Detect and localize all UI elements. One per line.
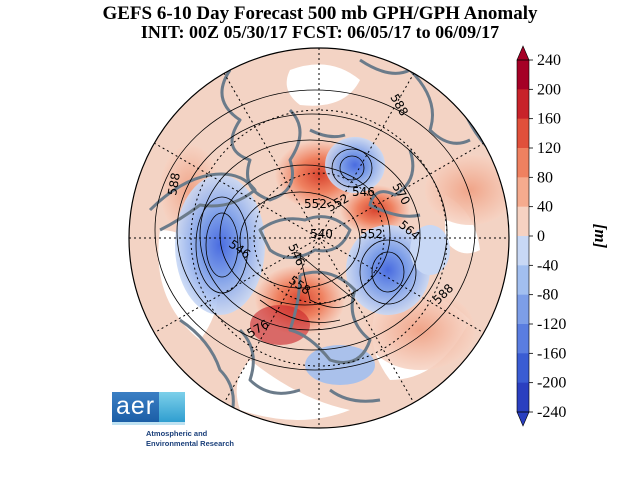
colorbar-tick-label: -40 (537, 257, 558, 274)
logo-line1: Atmospheric and (146, 429, 208, 438)
contour-label: 546 (352, 185, 375, 199)
anomaly-colorbar: 24020016012080400-40-80-120-160-200-240 … (516, 45, 610, 427)
graticule (129, 48, 509, 428)
contour-label: 588 (165, 172, 183, 197)
colorbar-swatches (516, 45, 530, 427)
contour-label: 552 (304, 197, 327, 211)
logo-accent (159, 392, 185, 422)
map-title-line2: INIT: 00Z 05/30/17 FCST: 06/05/17 to 06/… (140, 22, 500, 42)
colorbar-tick-label: 160 (537, 111, 561, 128)
height-contours (154, 89, 476, 371)
colorbar-tick-label: -160 (537, 345, 566, 362)
colorbar-segment (517, 148, 529, 178)
colorbar-segment (517, 89, 529, 120)
colorbar-tick-label: -80 (537, 287, 558, 304)
colorbar-tick-label: 0 (537, 228, 545, 245)
colorbar-unit-label: [m] (591, 224, 610, 249)
contour-label: 540 (310, 227, 333, 241)
colorbar-segment (517, 60, 529, 90)
colorbar-segment (517, 177, 529, 208)
colorbar-segment (517, 294, 529, 325)
colorbar-segment (517, 324, 529, 354)
map-boundary (128, 47, 510, 429)
colorbar-segment (517, 265, 529, 296)
logo-strip (112, 422, 185, 425)
colorbar-segment (517, 382, 529, 413)
colorbar-tick-label: -240 (537, 404, 566, 421)
colorbar-ticks: 240 200 160 120 80 40 0 -40 -80 -120 -160 -200 -240 (529, 52, 566, 421)
colorbar-segment (517, 353, 529, 384)
colorbar-tick-label: 80 (537, 169, 553, 186)
colorbar-tick-label: -120 (537, 316, 566, 333)
colorbar-tick-label: 200 (537, 81, 561, 98)
colorbar-tick-label: -200 (537, 375, 566, 392)
logo-line2: Environmental Research (146, 439, 234, 448)
contour-label: 552 (360, 227, 383, 241)
colorbar-extend-top (516, 45, 530, 61)
colorbar-tick-label: 40 (537, 199, 553, 216)
colorbar-extend-bottom (516, 411, 530, 427)
colorbar-segment (517, 118, 529, 149)
colorbar-tick-label: 240 (537, 52, 561, 69)
colorbar-segment (517, 206, 529, 237)
colorbar-segment (517, 236, 529, 266)
aer-logo: aer Atmospheric and Environmental Resear… (112, 392, 252, 450)
colorbar-tick-label: 120 (537, 140, 561, 157)
map-title-line1: GEFS 6-10 Day Forecast 500 mb GPH/GPH An… (102, 3, 538, 24)
logo-abbrev: aer (116, 392, 156, 420)
